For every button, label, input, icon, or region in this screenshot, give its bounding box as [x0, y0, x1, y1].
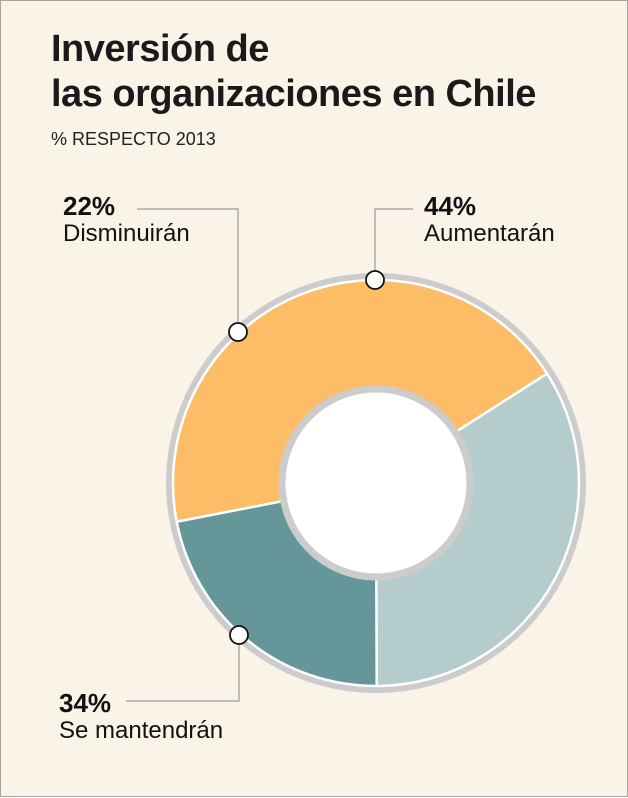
- label-mantendran: 34% Se mantendrán: [59, 689, 223, 745]
- leader-line-disminuiran: [137, 208, 239, 332]
- label-disminuiran-value: 22%: [63, 191, 116, 221]
- marker-dot-mantendran: [229, 625, 249, 645]
- label-mantendran-value: 34%: [59, 688, 112, 718]
- chart-title-line-2: las organizaciones en Chile: [51, 73, 536, 115]
- marker-dot-disminuiran: [228, 322, 248, 342]
- chart-title-line-1: Inversión de: [51, 28, 269, 70]
- label-disminuiran: 22% Disminuirán: [63, 192, 190, 248]
- label-disminuiran-name: Disminuirán: [63, 220, 190, 247]
- leader-line-mantendran: [126, 635, 240, 702]
- label-aumentaran: 44% Aumentarán: [424, 192, 555, 248]
- leader-line-aumentaran: [374, 208, 413, 280]
- chart-subtitle: % RESPECTO 2013: [51, 129, 216, 149]
- donut-hole: [278, 385, 474, 581]
- label-aumentaran-value: 44%: [424, 191, 477, 221]
- label-mantendran-name: Se mantendrán: [59, 717, 224, 744]
- label-aumentaran-name: Aumentarán: [424, 220, 555, 247]
- chart-title: Inversión de las organizaciones en Chile: [51, 27, 536, 117]
- marker-dot-aumentaran: [365, 270, 385, 290]
